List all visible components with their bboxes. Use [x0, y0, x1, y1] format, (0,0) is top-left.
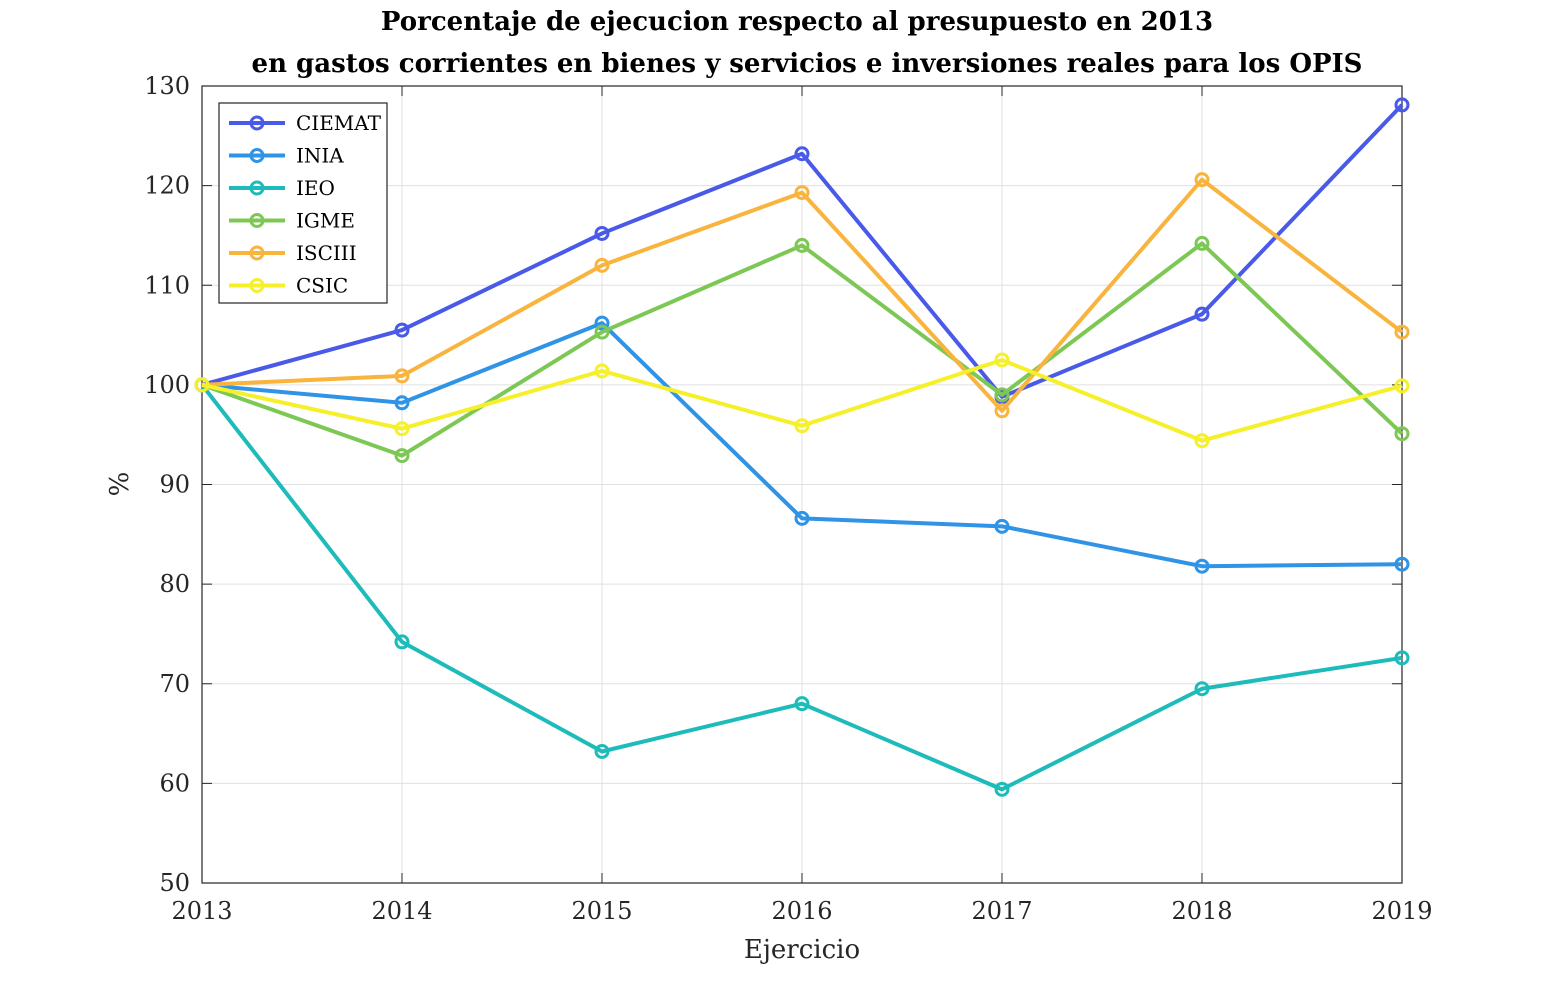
data-point: [994, 518, 1010, 534]
legend-swatch-marker: [249, 115, 265, 131]
data-point: [1194, 306, 1210, 322]
data-point: [794, 146, 810, 162]
x-tick-label: 2016: [771, 897, 832, 925]
y-axis-label: %: [105, 472, 135, 497]
data-point: [1194, 172, 1210, 188]
series-line: [200, 383, 1403, 792]
data-point: [1394, 324, 1410, 340]
legend-label: IEO: [296, 176, 335, 200]
data-point: [594, 225, 610, 241]
data-point: [394, 634, 410, 650]
x-tick-label: 2015: [571, 897, 632, 925]
axis-ticks: 2013 2014 2015 2016 2017 2018 2019 50 60 70 80 90 10…: [144, 72, 1432, 925]
series-line: [201, 321, 1403, 569]
y-tick-label: 50: [159, 869, 190, 897]
data-point: [1194, 235, 1210, 251]
data-point: [1394, 650, 1410, 666]
legend: CIEMAT INIA IEO IGME ISCIII CSIC: [218, 102, 388, 304]
series-line: [201, 357, 1403, 443]
legend-label: ISCIII: [296, 241, 357, 265]
x-tick-label: 2014: [371, 897, 432, 925]
data-point: [394, 395, 410, 411]
series-igme: [194, 235, 1410, 464]
legend-item: CIEMAT: [229, 111, 382, 135]
legend-label: CIEMAT: [296, 111, 382, 135]
data-point: [1194, 681, 1210, 697]
data-point: [394, 448, 410, 464]
data-point: [594, 743, 610, 759]
data-point: [794, 237, 810, 253]
x-axis-label: Ejercicio: [744, 935, 860, 965]
series-csic: [194, 352, 1410, 449]
y-tick-label: 130: [144, 72, 190, 100]
data-point: [394, 421, 410, 437]
data-point: [794, 418, 810, 434]
legend-swatch-marker: [249, 245, 265, 261]
series-line: [201, 177, 1404, 413]
data-point: [794, 696, 810, 712]
legend-item: INIA: [229, 144, 344, 168]
chart-title-line-2: en gastos corrientes en bienes y servici…: [252, 49, 1363, 79]
legend-swatch-marker: [249, 148, 265, 163]
legend-item: IGME: [229, 209, 355, 233]
legend-label: IGME: [296, 209, 355, 233]
y-tick-label: 90: [159, 471, 190, 499]
y-tick-label: 60: [159, 769, 190, 797]
x-tick-label: 2018: [1171, 897, 1232, 925]
data-point: [1394, 556, 1410, 572]
y-tick-label: 110: [144, 271, 190, 299]
data-point: [1394, 97, 1410, 113]
grid: [201, 85, 1403, 884]
y-tick-label: 120: [144, 172, 190, 200]
legend-label: INIA: [296, 144, 344, 168]
data-point: [594, 257, 610, 273]
legend-box: [218, 102, 388, 304]
x-tick-label: 2013: [171, 897, 232, 925]
data-point: [1194, 558, 1210, 574]
y-tick-label: 70: [159, 670, 190, 698]
legend-item: IEO: [229, 176, 335, 200]
y-tick-label: 80: [159, 570, 190, 598]
chart-title-line-1: Porcentaje de ejecucion respecto al pres…: [381, 7, 1213, 37]
data-point: [594, 363, 610, 379]
legend-label: CSIC: [296, 274, 348, 298]
data-point: [1394, 378, 1410, 394]
data-point: [994, 352, 1010, 368]
x-tick-label: 2019: [1371, 897, 1432, 925]
series-line: [201, 103, 1404, 399]
data-point: [794, 185, 810, 201]
series-lines: [194, 97, 1410, 797]
legend-swatch-marker: [249, 278, 265, 293]
data-point: [1394, 426, 1410, 442]
series-line: [201, 241, 1404, 458]
legend-swatch-marker: [249, 180, 265, 196]
data-point: [994, 387, 1010, 403]
data-point: [794, 510, 810, 526]
data-point: [594, 324, 610, 340]
legend-swatch-marker: [249, 213, 265, 228]
legend-item: ISCIII: [229, 241, 357, 265]
data-point: [994, 781, 1010, 797]
x-tick-label: 2017: [971, 897, 1032, 925]
data-point: [394, 322, 410, 338]
data-point: [994, 403, 1010, 419]
data-point: [394, 368, 410, 384]
legend-item: CSIC: [229, 274, 348, 298]
data-point: [594, 315, 610, 331]
y-tick-label: 100: [144, 371, 190, 399]
data-point: [1194, 433, 1210, 449]
data-point: [194, 377, 210, 393]
